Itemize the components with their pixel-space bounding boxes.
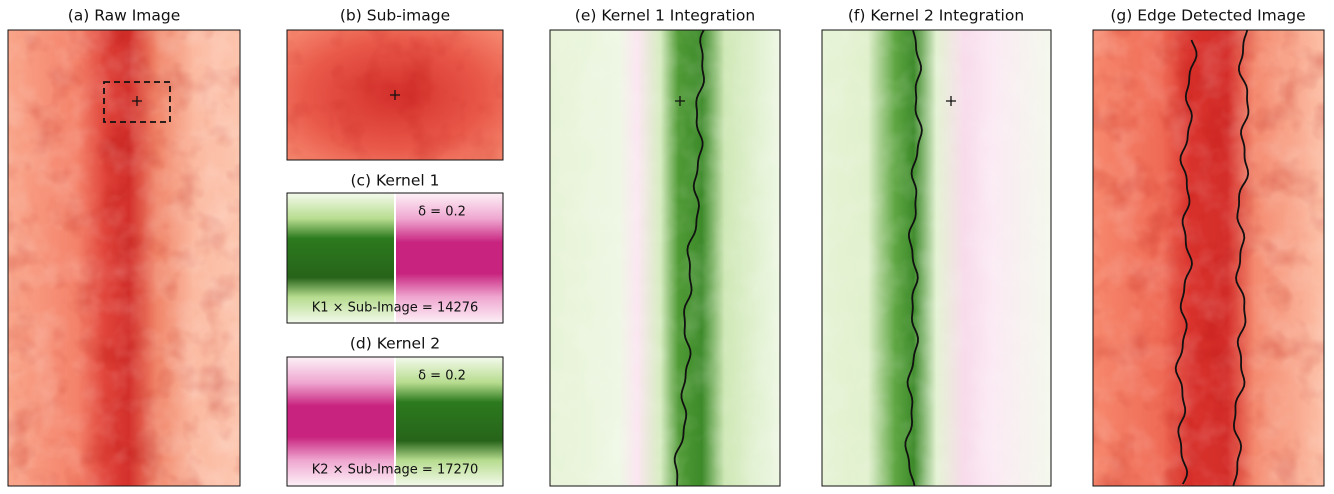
panel-title: (f) Kernel 2 Integration [848,7,1024,25]
delta-label: δ = 0.2 [418,369,466,384]
integration-map [822,30,1051,486]
product-label: K2 × Sub-Image = 17270 [312,463,479,478]
edge-image [1093,30,1324,486]
raw-image [8,30,240,486]
page: {"panels": [ {"title": "(a) Raw Image"},… [0,0,1334,490]
panel-title: (d) Kernel 2 [350,335,440,353]
product-label: K1 × Sub-Image = 14276 [312,301,479,316]
figure: (a) Raw Image (b) Sub-image (c) Kernel 1… [0,0,1334,490]
panel-title: (e) Kernel 1 Integration [575,7,755,25]
panel-title: (a) Raw Image [68,7,181,25]
panel-title: (g) Edge Detected Image [1110,7,1305,25]
delta-label: δ = 0.2 [418,205,466,220]
panel-title: (b) Sub-image [340,7,450,25]
panel-title: (c) Kernel 1 [350,172,439,190]
integration-map [550,30,780,486]
